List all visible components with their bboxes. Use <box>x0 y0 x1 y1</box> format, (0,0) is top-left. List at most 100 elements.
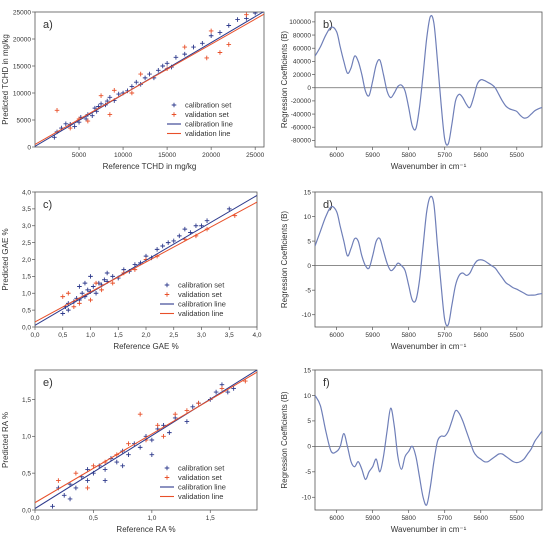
validation-point <box>244 12 249 17</box>
y-tick-label: 10000 <box>13 90 31 97</box>
plot-frame <box>314 369 543 511</box>
validation-point <box>91 463 96 469</box>
legend-marker <box>164 465 170 471</box>
validation-line <box>35 201 257 323</box>
y-tick-label: -5 <box>305 469 311 476</box>
legend-marker <box>164 475 170 480</box>
calibration-point <box>52 134 57 140</box>
calibration-point <box>208 33 214 39</box>
validation-point <box>93 280 99 286</box>
calibration-point <box>67 496 73 502</box>
calibration-point <box>182 51 188 57</box>
plot-frame <box>34 11 265 148</box>
x-tick-label: 5600 <box>474 332 489 339</box>
legend-entry: calibration line <box>185 120 233 129</box>
validation-point <box>217 50 223 55</box>
x-axis-label: Wavenumber in cm⁻¹ <box>391 162 467 171</box>
plot-frame <box>314 11 543 148</box>
validation-point <box>66 290 71 296</box>
validation-point <box>208 28 214 34</box>
calibration-point <box>142 75 148 81</box>
validation-point <box>54 107 60 113</box>
plot-area <box>35 12 264 147</box>
calibration-point <box>217 30 223 35</box>
panel-label: b) <box>323 19 333 31</box>
regression-coefficient-curve <box>315 195 542 327</box>
x-tick-label: 0,0 <box>30 515 39 522</box>
validation-point <box>182 44 188 50</box>
legend-entry: calibration line <box>178 300 226 309</box>
validation-point <box>110 280 115 286</box>
calibration-point <box>173 55 179 60</box>
validation-point <box>196 400 201 406</box>
calibration-point <box>102 478 108 483</box>
y-tick-label: 3,5 <box>22 206 31 213</box>
x-tick-label: 5900 <box>365 332 380 339</box>
legend-marker <box>164 282 170 288</box>
x-tick-label: 6000 <box>329 515 344 522</box>
y-axis-label: Regression Coefficients (B) <box>280 31 289 129</box>
x-tick-label: 2,0 <box>141 332 150 339</box>
y-axis-label: Predicted TCHD in mg/kg <box>1 34 10 125</box>
y-tick-label: -60000 <box>291 125 312 132</box>
validation-point <box>219 386 225 391</box>
x-tick-label: 5500 <box>510 152 525 159</box>
calibration-point <box>200 41 205 46</box>
calibration-point <box>72 124 77 129</box>
chart-panel-a: 5000 10000 15000 20000 25000 0 5000 10000 15000 2… <box>1 9 265 171</box>
chart-panel-f: 6000 5900 5800 5700 5600 5500 -10 -5 0 5 10 15 Waven… <box>280 367 543 534</box>
calibration-point <box>226 23 232 28</box>
y-tick-label: 60000 <box>293 46 311 53</box>
x-tick-label: 5700 <box>437 332 452 339</box>
y-tick-label: 0,0 <box>22 507 31 514</box>
validation-point <box>77 301 82 306</box>
x-tick-label: 15000 <box>158 152 176 159</box>
y-tick-label: 1,5 <box>22 274 31 281</box>
calibration-line <box>35 370 257 509</box>
calibration-point <box>160 243 165 249</box>
calibration-point <box>114 459 120 465</box>
validation-point <box>85 118 91 124</box>
legend-entry: validation line <box>178 309 223 318</box>
plot-area <box>315 14 542 146</box>
calibration-point <box>184 419 190 424</box>
y-tick-label: 10 <box>304 393 312 400</box>
calibration-point <box>182 226 188 232</box>
plot-frame <box>314 191 543 328</box>
calibration-point <box>66 307 71 313</box>
y-tick-label: -80000 <box>291 138 312 145</box>
y-tick-label: 5 <box>307 418 311 425</box>
panel-label: e) <box>43 377 53 389</box>
calibration-point <box>231 386 236 391</box>
x-tick-label: 10000 <box>114 152 132 159</box>
x-axis-label: Wavenumber in cm⁻¹ <box>391 342 467 351</box>
panel-label: c) <box>43 199 52 211</box>
x-tick-label: 0,5 <box>89 515 98 522</box>
calibration-point <box>149 437 155 443</box>
plot-area <box>315 195 542 327</box>
panel-label: a) <box>43 19 53 31</box>
x-tick-label: 5600 <box>474 515 489 522</box>
y-tick-label: 15000 <box>13 63 31 70</box>
calibration-point <box>129 84 135 89</box>
panel-label: f) <box>323 377 330 389</box>
x-tick-label: 20000 <box>202 152 220 159</box>
y-tick-label: 0 <box>307 85 311 92</box>
legend-entry: calibration line <box>178 483 226 492</box>
x-tick-label: 5600 <box>474 152 489 159</box>
regression-coefficient-curve <box>315 395 542 506</box>
calibration-point <box>204 218 210 223</box>
y-tick-label: 0,5 <box>22 470 31 477</box>
y-tick-label: 15 <box>304 367 312 374</box>
validation-point <box>67 125 73 131</box>
calibration-point <box>85 287 91 293</box>
validation-line <box>35 371 257 504</box>
validation-point <box>138 71 143 77</box>
x-tick-label: 1,5 <box>114 332 123 339</box>
calibration-point <box>126 452 131 458</box>
y-axis-label: Predicted GAE % <box>1 228 10 290</box>
x-tick-label: 1,0 <box>147 515 156 522</box>
x-axis-label: Reference GAE % <box>113 342 178 351</box>
validation-point <box>85 485 90 491</box>
